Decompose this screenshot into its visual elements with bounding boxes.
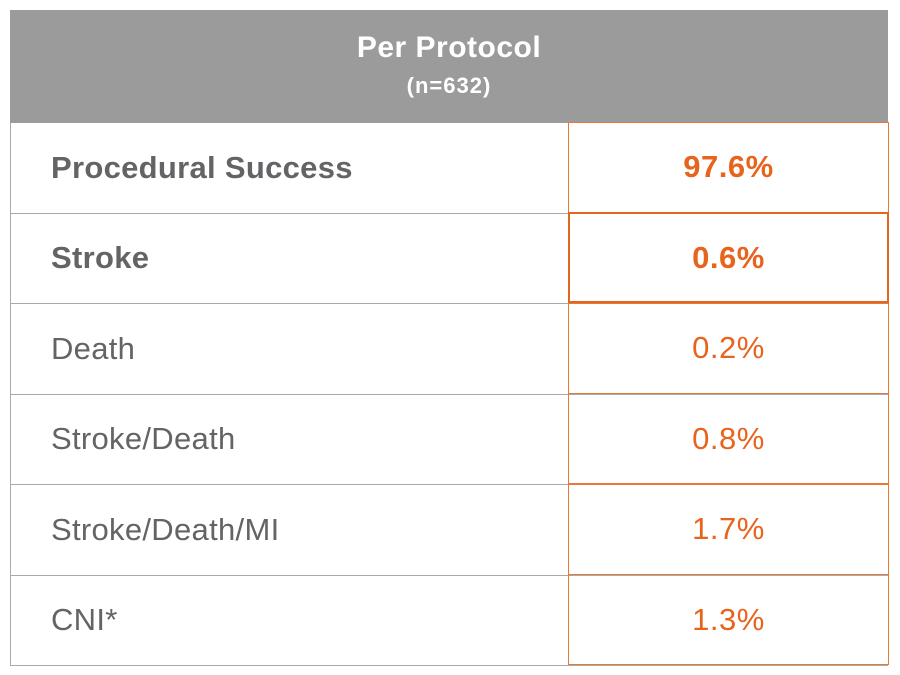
table-body: Procedural Success 97.6% Stroke 0.6% Dea… (10, 121, 889, 666)
row-value: 0.6% (568, 212, 889, 303)
header-subtitle: (n=632) (406, 72, 492, 98)
table-row: CNI* 1.3% (10, 574, 889, 666)
row-label: Stroke/Death/MI (51, 511, 280, 547)
row-value: 0.8% (568, 393, 889, 484)
row-value: 1.3% (568, 574, 889, 665)
table-row: Procedural Success 97.6% (10, 121, 889, 214)
row-label: Stroke/Death (51, 421, 236, 457)
row-value: 0.2% (568, 302, 889, 394)
row-label: Death (51, 330, 136, 366)
table-row: Death 0.2% (10, 302, 889, 395)
row-label: Stroke (51, 240, 150, 276)
table-row: Stroke/Death/MI 1.7% (10, 483, 889, 576)
row-label: Procedural Success (51, 149, 353, 185)
row-label: CNI* (51, 602, 118, 638)
header-title: Per Protocol (356, 30, 542, 64)
table-row: Stroke/Death 0.8% (10, 393, 889, 485)
table-row: Stroke 0.6% (10, 212, 889, 304)
row-value: 97.6% (568, 121, 889, 213)
table-header: Per Protocol (n=632) (10, 10, 888, 123)
row-value: 1.7% (568, 483, 889, 575)
results-table: Per Protocol (n=632) Procedural Success … (10, 10, 889, 666)
